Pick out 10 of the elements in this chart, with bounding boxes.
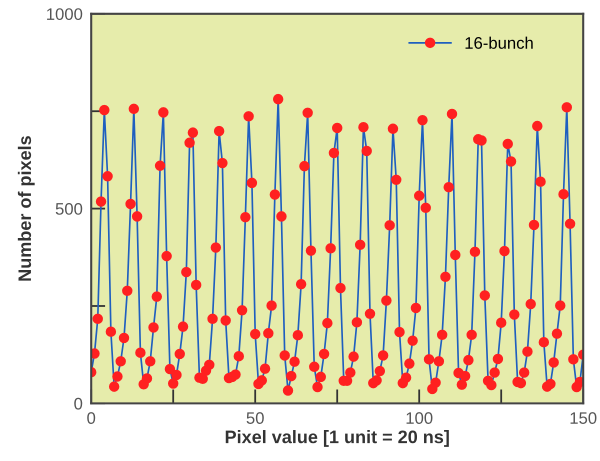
y-tick-label: 0 <box>74 398 82 410</box>
x-tick-label: 50 <box>246 412 264 424</box>
legend-label: 16-bunch <box>466 36 533 49</box>
x-tick-label: 150 <box>570 412 596 424</box>
x-tick-label: 0 <box>87 412 96 424</box>
x-tick-label: 100 <box>406 412 432 424</box>
y-tick-label: 500 <box>56 203 82 215</box>
x-axis-title: Pixel value [1 unit = 20 ns] <box>226 430 449 447</box>
y-axis-title: Number of pixels <box>18 136 35 281</box>
y-tick-label: 1000 <box>47 8 82 20</box>
